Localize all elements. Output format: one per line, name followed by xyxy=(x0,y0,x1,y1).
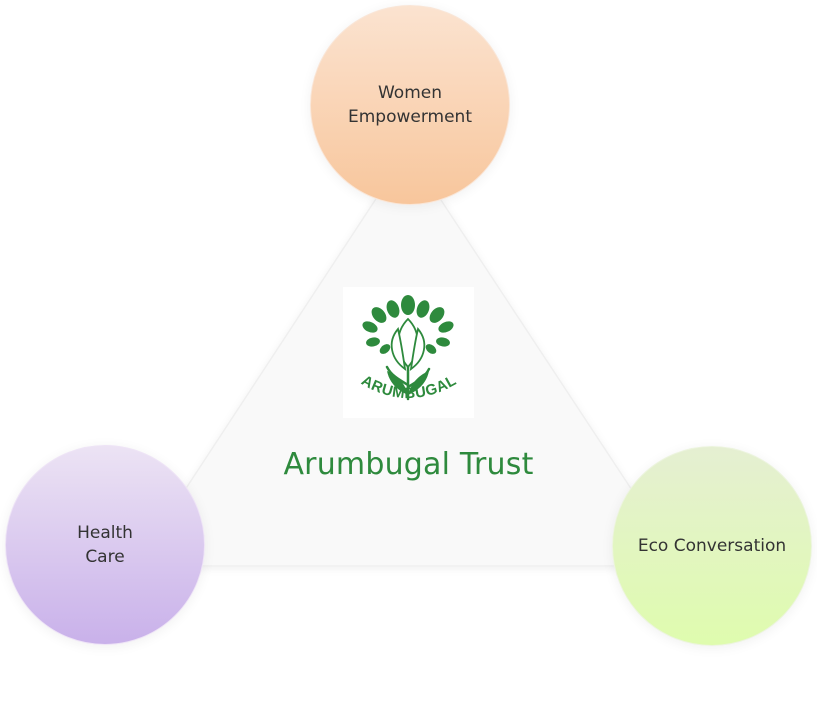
node-eco-conversation: Eco Conversation xyxy=(612,446,812,646)
tree-lotus-logo-icon: ARUMBUGAL xyxy=(358,295,459,402)
logo: ARUMBUGAL xyxy=(343,287,474,418)
center-title: Arumbugal Trust xyxy=(283,447,534,482)
node-health-care: Health Care xyxy=(5,445,205,645)
node-women-empowerment-label: Women Empowerment xyxy=(347,83,472,127)
node-health-care-label: Health Care xyxy=(77,523,133,567)
node-eco-conversation-label: Eco Conversation xyxy=(637,536,787,556)
node-women-empowerment: Women Empowerment xyxy=(310,5,510,205)
